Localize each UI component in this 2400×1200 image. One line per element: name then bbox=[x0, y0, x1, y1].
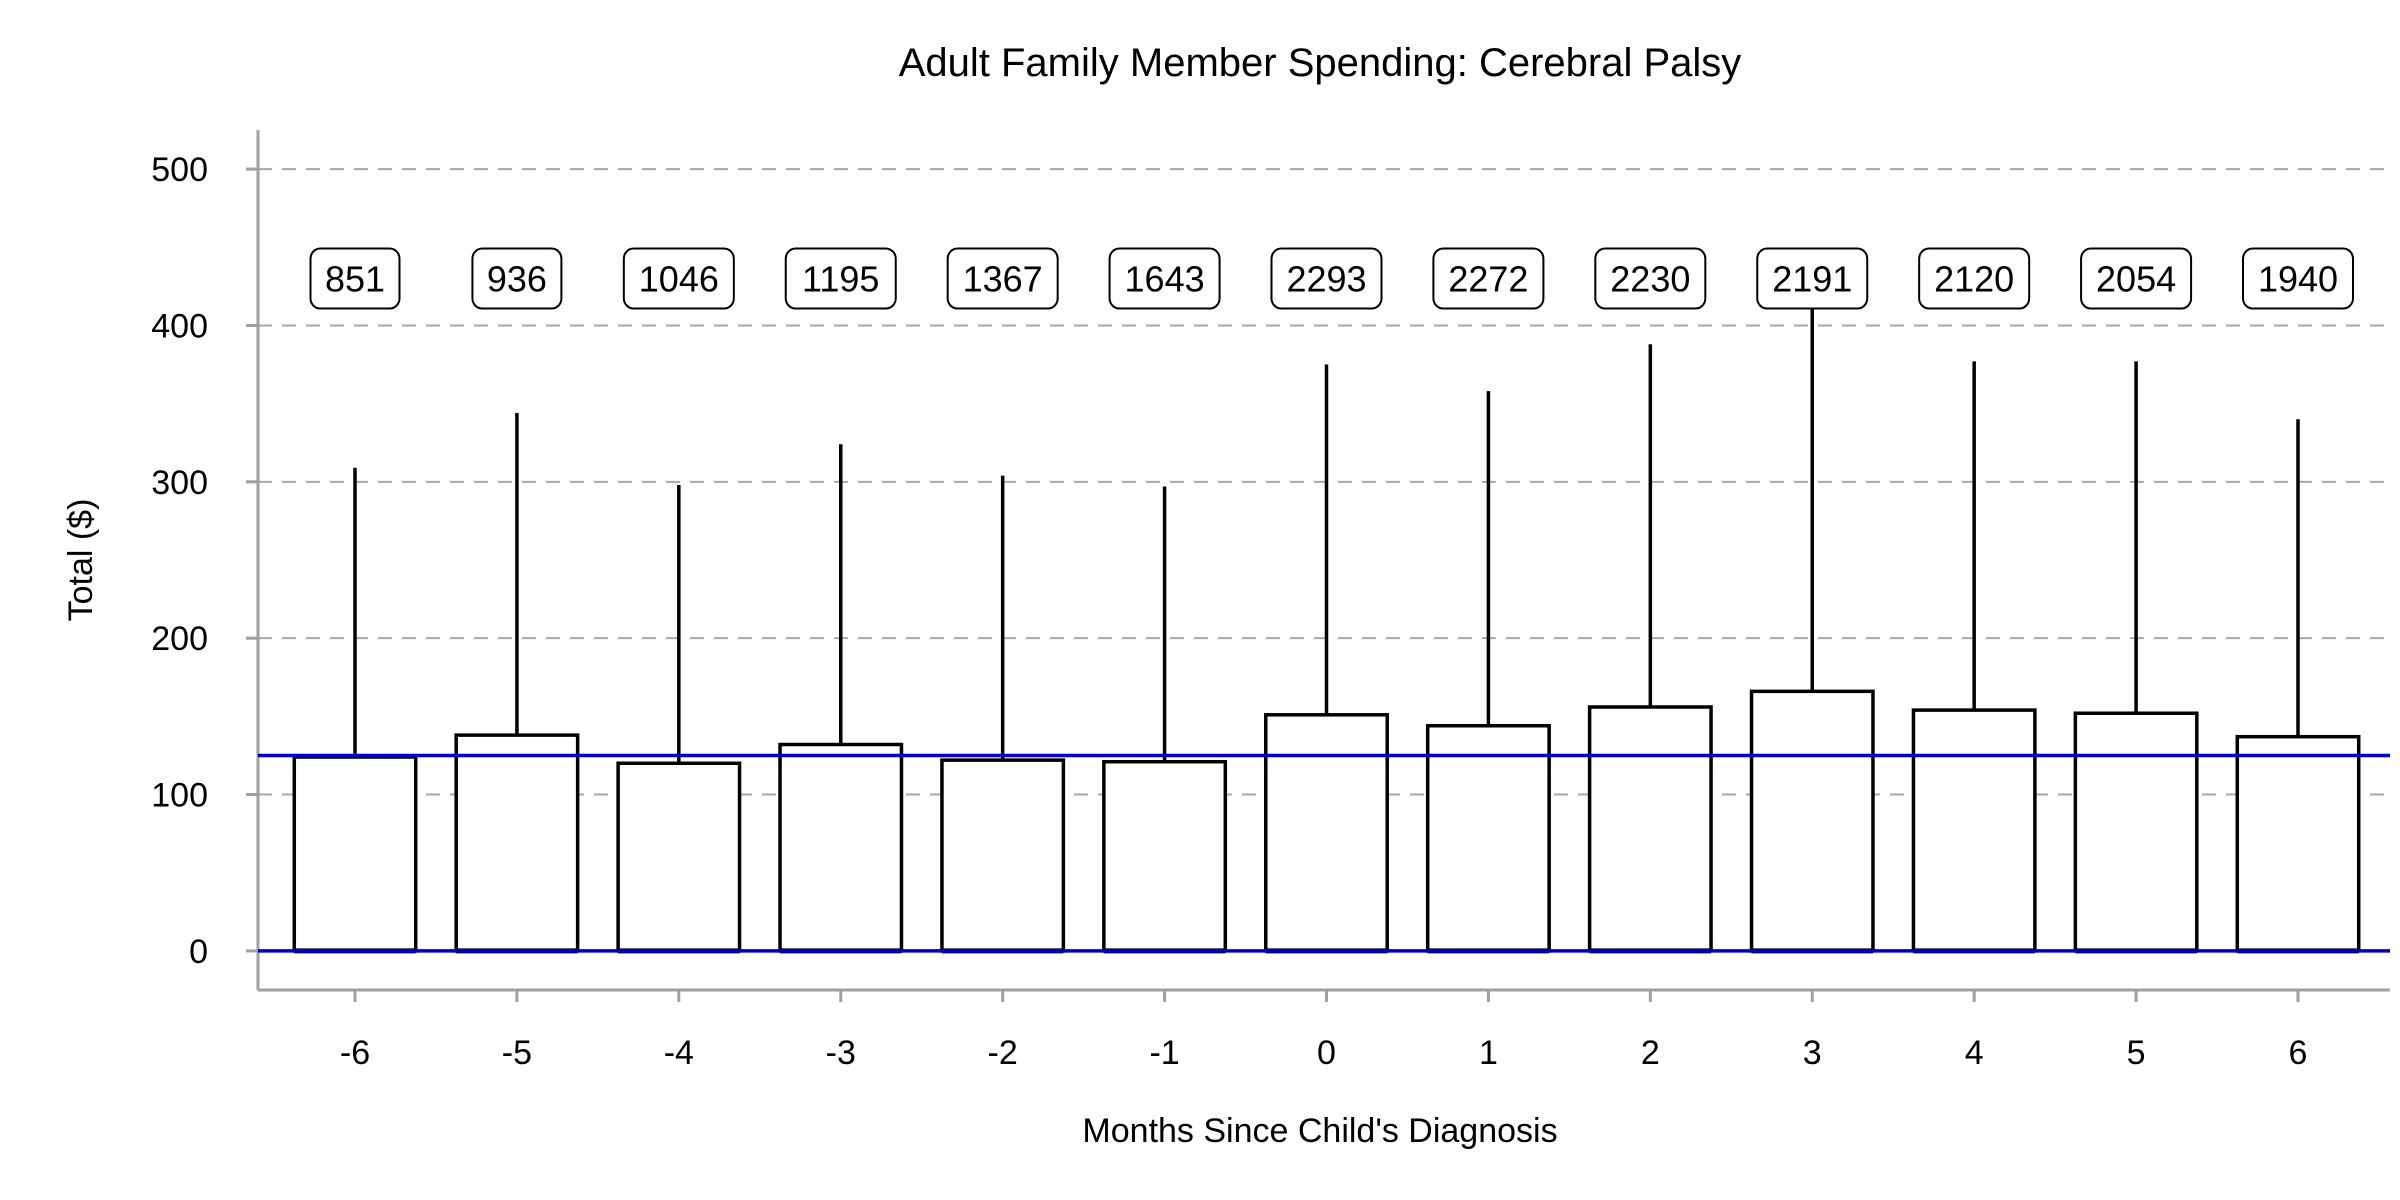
x-tick-label: -3 bbox=[826, 1034, 856, 1072]
axes bbox=[246, 130, 2390, 1002]
count-label: 936 bbox=[487, 259, 547, 300]
y-axis-label: Total ($) bbox=[62, 499, 100, 622]
x-tick-label: 4 bbox=[1965, 1034, 1984, 1072]
count-label-box bbox=[622, 247, 735, 310]
box-group bbox=[1264, 364, 1389, 954]
count-labels: 851 936 1046 1195 1367 1643 2293 2272 2230 2191 21… bbox=[309, 247, 2354, 310]
count-label-group: 1643 bbox=[1108, 247, 1221, 310]
x-tick-label: -1 bbox=[1149, 1034, 1179, 1072]
tick-labels: 0 100 200 300 400 500 -6 -5 -4 -3 -2 -1 0 1 2 3 4 5 6 bbox=[151, 151, 2307, 1072]
box bbox=[454, 733, 580, 953]
box-group bbox=[454, 413, 580, 954]
count-label-group: 1195 bbox=[784, 247, 897, 310]
box-group bbox=[2073, 361, 2199, 954]
count-label-box bbox=[2080, 247, 2193, 310]
count-label-box bbox=[1594, 247, 1707, 310]
x-tick-label: 3 bbox=[1803, 1034, 1822, 1072]
boxes bbox=[292, 306, 2361, 954]
count-label: 2293 bbox=[1286, 259, 1366, 300]
count-label: 851 bbox=[325, 259, 385, 300]
x-tick-label: 2 bbox=[1641, 1034, 1660, 1072]
count-label-box bbox=[1756, 247, 1869, 310]
count-label-group: 1940 bbox=[2242, 247, 2354, 310]
count-label-box bbox=[1270, 247, 1383, 310]
x-axis-label: Months Since Child's Diagnosis bbox=[1082, 1112, 1557, 1150]
box-group bbox=[1911, 361, 2037, 954]
count-label: 1367 bbox=[963, 259, 1043, 300]
box-group bbox=[616, 484, 742, 954]
count-label: 2191 bbox=[1772, 259, 1852, 300]
count-label: 1195 bbox=[802, 259, 879, 300]
box-group bbox=[292, 467, 418, 954]
box bbox=[940, 758, 1066, 953]
box bbox=[1264, 713, 1389, 953]
count-label-box bbox=[309, 247, 401, 310]
y-tick-label: 0 bbox=[189, 933, 208, 971]
count-label-group: 2293 bbox=[1270, 247, 1383, 310]
chart-title: Adult Family Member Spending: Cerebral P… bbox=[899, 41, 1742, 85]
box bbox=[1102, 759, 1228, 953]
box bbox=[1749, 689, 1875, 953]
count-label: 2054 bbox=[2096, 259, 2176, 300]
y-tick-label: 400 bbox=[151, 307, 208, 345]
box bbox=[1911, 708, 2037, 953]
box bbox=[1587, 705, 1713, 953]
count-label-box bbox=[1432, 247, 1545, 310]
box-group bbox=[1425, 391, 1551, 954]
x-tick-label: -5 bbox=[502, 1034, 532, 1072]
x-tick-label: -6 bbox=[340, 1034, 370, 1072]
count-label-group: 1367 bbox=[946, 247, 1059, 310]
count-label-box bbox=[1918, 247, 2031, 310]
box-group bbox=[1102, 486, 1228, 954]
count-label-group: 2230 bbox=[1594, 247, 1707, 310]
count-label: 2120 bbox=[1934, 259, 2014, 300]
count-label-group: 1046 bbox=[622, 247, 735, 310]
count-label-box bbox=[784, 247, 897, 310]
x-tick-label: 0 bbox=[1317, 1034, 1336, 1072]
box-group bbox=[1749, 306, 1875, 954]
count-label-box bbox=[471, 247, 563, 310]
x-tick-label: 1 bbox=[1479, 1034, 1498, 1072]
y-tick-label: 300 bbox=[151, 464, 208, 502]
count-label: 1940 bbox=[2258, 259, 2338, 300]
x-tick-label: -2 bbox=[988, 1034, 1018, 1072]
x-tick-label: 6 bbox=[2289, 1034, 2308, 1072]
x-tick-label: 5 bbox=[2127, 1034, 2146, 1072]
count-label: 2230 bbox=[1610, 259, 1690, 300]
y-tick-label: 500 bbox=[151, 151, 208, 189]
count-label: 2272 bbox=[1448, 259, 1528, 300]
box bbox=[778, 742, 904, 953]
count-label: 1046 bbox=[639, 259, 719, 300]
y-tick-label: 100 bbox=[151, 777, 208, 815]
box bbox=[2073, 711, 2199, 953]
count-label-box bbox=[2242, 247, 2354, 310]
count-label-group: 2054 bbox=[2080, 247, 2193, 310]
box-group bbox=[940, 475, 1066, 954]
y-tick-label: 200 bbox=[151, 620, 208, 658]
box bbox=[292, 755, 418, 953]
x-tick-label: -4 bbox=[664, 1034, 694, 1072]
count-label-box bbox=[1108, 247, 1221, 310]
reference-lines bbox=[258, 753, 2390, 953]
box bbox=[1425, 723, 1551, 953]
box bbox=[616, 761, 742, 953]
box-group bbox=[2235, 419, 2361, 954]
box-group bbox=[1587, 344, 1713, 954]
count-label-group: 2272 bbox=[1432, 247, 1545, 310]
box bbox=[2235, 734, 2361, 953]
box-group bbox=[778, 444, 904, 954]
count-label-group: 2191 bbox=[1756, 247, 1869, 310]
count-label-box bbox=[946, 247, 1059, 310]
count-label-group: 2120 bbox=[1918, 247, 2031, 310]
count-label-group: 936 bbox=[471, 247, 563, 310]
count-label: 1643 bbox=[1125, 259, 1205, 300]
count-label-group: 851 bbox=[309, 247, 401, 310]
